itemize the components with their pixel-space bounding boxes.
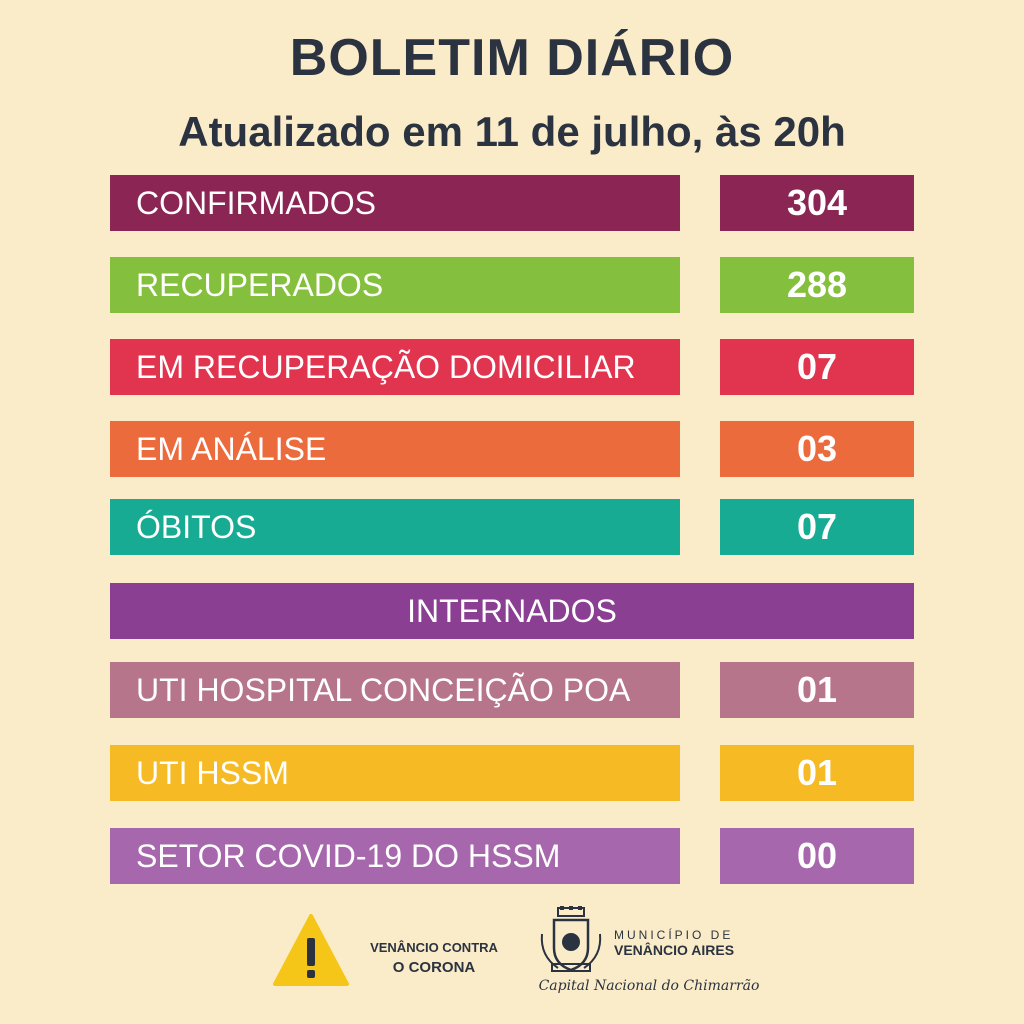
stat-value: 07 bbox=[720, 499, 914, 555]
stat-value: 03 bbox=[720, 421, 914, 477]
municipality-name: VENÂNCIO AIRES bbox=[614, 942, 735, 958]
stat-row-uti-hssm: UTI HSSM 01 bbox=[110, 745, 914, 801]
warning-triangle-icon bbox=[273, 914, 349, 986]
stat-label: UTI HOSPITAL CONCEIÇÃO POA bbox=[110, 662, 680, 718]
stat-row-confirmados: CONFIRMADOS 304 bbox=[110, 175, 914, 231]
stat-value: 00 bbox=[720, 828, 914, 884]
campaign-text: VENÂNCIO CONTRA O CORONA bbox=[354, 938, 514, 978]
stat-row-recuperacao-domiciliar: EM RECUPERAÇÃO DOMICILIAR 07 bbox=[110, 339, 914, 395]
stat-row-setor-covid: SETOR COVID-19 DO HSSM 00 bbox=[110, 828, 914, 884]
stat-label: UTI HSSM bbox=[110, 745, 680, 801]
stat-row-recuperados: RECUPERADOS 288 bbox=[110, 257, 914, 313]
stat-label: EM RECUPERAÇÃO DOMICILIAR bbox=[110, 339, 680, 395]
stat-row-uti-conceicao: UTI HOSPITAL CONCEIÇÃO POA 01 bbox=[110, 662, 914, 718]
stat-value: 07 bbox=[720, 339, 914, 395]
internados-header: INTERNADOS bbox=[110, 583, 914, 639]
stat-value: 01 bbox=[720, 745, 914, 801]
stat-label: EM ANÁLISE bbox=[110, 421, 680, 477]
page-subtitle: Atualizado em 11 de julho, às 20h bbox=[178, 108, 846, 155]
stat-label: SETOR COVID-19 DO HSSM bbox=[110, 828, 680, 884]
campaign-badge: VENÂNCIO CONTRA O CORONA bbox=[272, 912, 512, 996]
page-title: BOLETIM DIÁRIO bbox=[289, 29, 735, 87]
stat-label: RECUPERADOS bbox=[110, 257, 680, 313]
stat-row-em-analise: EM ANÁLISE 03 bbox=[110, 421, 914, 477]
campaign-line-1: VENÂNCIO CONTRA bbox=[370, 940, 498, 955]
stat-value: 288 bbox=[720, 257, 914, 313]
stat-label: CONFIRMADOS bbox=[110, 175, 680, 231]
campaign-line-2: O CORONA bbox=[392, 959, 476, 976]
stat-label: ÓBITOS bbox=[110, 499, 680, 555]
municipality-tagline: Capital Nacional do Chimarrão bbox=[538, 978, 760, 994]
municipal-crest-icon bbox=[540, 906, 602, 972]
stat-value: 304 bbox=[720, 175, 914, 231]
municipality-logo: MUNICÍPIO DE VENÂNCIO AIRES Capital Naci… bbox=[534, 904, 764, 1004]
municipality-label: MUNICÍPIO DE bbox=[614, 928, 734, 942]
stat-value: 01 bbox=[720, 662, 914, 718]
stat-row-obitos: ÓBITOS 07 bbox=[110, 499, 914, 555]
